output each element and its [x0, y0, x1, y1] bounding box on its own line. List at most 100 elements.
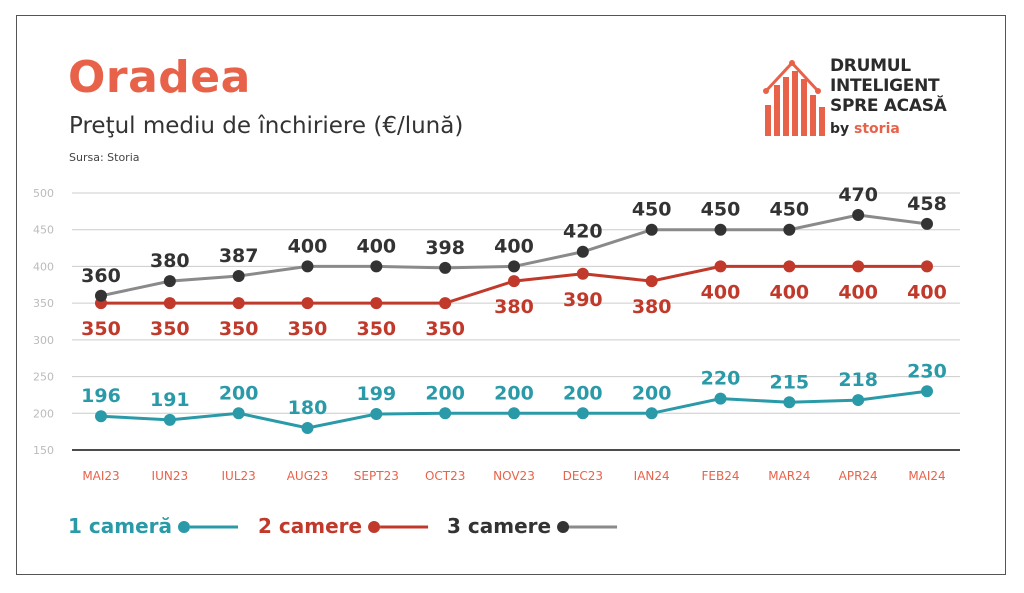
data-label-three_rooms: 360 — [81, 265, 121, 287]
data-label-two_rooms: 350 — [288, 318, 328, 340]
y-tick-label: 400 — [33, 260, 54, 273]
data-label-two_rooms: 350 — [356, 318, 396, 340]
data-point-three_rooms — [163, 275, 176, 288]
data-label-one_room: 196 — [81, 385, 121, 407]
data-label-two_rooms: 350 — [81, 318, 121, 340]
data-label-two_rooms: 380 — [632, 296, 672, 318]
x-tick-label: IUL23 — [222, 469, 256, 483]
data-point-three_rooms — [439, 261, 452, 274]
data-point-three_rooms — [301, 260, 314, 273]
data-label-one_room: 200 — [494, 382, 534, 404]
data-label-three_rooms: 450 — [769, 199, 809, 221]
data-point-three_rooms — [645, 223, 658, 236]
data-label-three_rooms: 400 — [288, 235, 328, 257]
data-label-three_rooms: 420 — [563, 221, 603, 243]
data-point-one_room — [645, 407, 658, 420]
data-label-two_rooms: 380 — [494, 296, 534, 318]
data-point-one_room — [301, 421, 314, 434]
data-point-two_rooms — [508, 275, 520, 288]
x-tick-label: IAN24 — [634, 469, 670, 483]
data-label-three_rooms: 398 — [425, 237, 465, 259]
data-label-three_rooms: 450 — [632, 199, 672, 221]
data-point-one_room — [163, 413, 176, 426]
logo-text: DRUMUL INTELIGENT SPRE ACASĂ — [830, 56, 947, 116]
data-point-three_rooms — [921, 217, 933, 230]
x-tick-label: OCT23 — [425, 469, 465, 483]
chart-frame — [16, 15, 1006, 575]
y-tick-label: 150 — [33, 444, 54, 457]
data-point-one_room — [95, 410, 107, 423]
data-point-three_rooms — [232, 269, 245, 282]
y-tick-label: 300 — [33, 334, 54, 347]
data-point-three_rooms — [576, 245, 589, 258]
page-title: Oradea — [68, 52, 251, 103]
x-tick-label: FEB24 — [702, 469, 740, 483]
data-point-two_rooms — [301, 297, 314, 310]
data-label-one_room: 191 — [150, 389, 190, 411]
data-point-two_rooms — [370, 297, 383, 310]
data-label-one_room: 215 — [769, 371, 809, 393]
data-label-two_rooms: 350 — [425, 318, 465, 340]
data-point-two_rooms — [439, 297, 452, 310]
data-label-two_rooms: 400 — [838, 281, 878, 303]
y-tick-label: 350 — [33, 297, 54, 310]
data-point-two_rooms — [921, 260, 933, 273]
data-point-one_room — [783, 396, 796, 409]
data-point-three_rooms — [783, 223, 796, 236]
x-tick-label: SEPT23 — [354, 469, 399, 483]
data-point-two_rooms — [576, 267, 589, 280]
y-tick-label: 200 — [33, 407, 54, 420]
x-tick-label: DEC23 — [563, 469, 603, 483]
legend-label-one_room: 1 cameră — [68, 514, 172, 538]
data-label-one_room: 200 — [219, 382, 259, 404]
data-point-one_room — [921, 385, 933, 398]
data-label-one_room: 180 — [288, 397, 328, 419]
legend-marker-one_room — [178, 521, 190, 533]
data-label-three_rooms: 458 — [907, 193, 947, 215]
data-point-three_rooms — [852, 209, 865, 222]
x-tick-label: MAI24 — [908, 469, 945, 483]
data-point-one_room — [852, 394, 865, 407]
data-point-two_rooms — [232, 297, 245, 310]
logo-byline: by storia — [830, 121, 900, 137]
data-point-three_rooms — [714, 223, 727, 236]
x-tick-label: NOV23 — [493, 469, 535, 483]
data-label-two_rooms: 390 — [563, 289, 603, 311]
legend-marker-three_rooms — [557, 521, 570, 533]
data-label-three_rooms: 400 — [494, 235, 534, 257]
data-point-two_rooms — [645, 275, 658, 288]
data-label-three_rooms: 450 — [701, 199, 741, 221]
data-label-three_rooms: 470 — [838, 184, 878, 206]
data-point-one_room — [714, 392, 727, 405]
data-point-one_room — [439, 407, 452, 420]
data-point-one_room — [508, 407, 520, 420]
x-tick-label: MAI23 — [82, 469, 119, 483]
data-point-two_rooms — [852, 260, 865, 273]
data-label-three_rooms: 387 — [219, 245, 259, 267]
x-tick-label: APR24 — [839, 469, 878, 483]
data-label-one_room: 200 — [563, 382, 603, 404]
y-tick-label: 500 — [33, 187, 54, 200]
y-tick-label: 250 — [33, 371, 54, 384]
legend-marker-two_rooms — [368, 521, 381, 533]
y-tick-label: 450 — [33, 224, 54, 237]
data-point-three_rooms — [370, 260, 383, 273]
data-label-two_rooms: 400 — [907, 281, 947, 303]
house-chart-logo-icon — [763, 60, 825, 136]
data-point-one_room — [370, 408, 383, 421]
data-label-three_rooms: 400 — [356, 235, 396, 257]
data-point-one_room — [576, 407, 589, 420]
data-point-two_rooms — [714, 260, 727, 273]
data-label-two_rooms: 400 — [769, 281, 809, 303]
data-label-one_room: 230 — [907, 360, 947, 382]
data-label-three_rooms: 380 — [150, 250, 190, 272]
data-label-one_room: 218 — [838, 369, 878, 391]
data-label-one_room: 199 — [356, 383, 396, 405]
data-label-one_room: 220 — [701, 368, 741, 390]
data-label-one_room: 200 — [425, 382, 465, 404]
data-point-two_rooms — [783, 260, 796, 273]
data-label-two_rooms: 350 — [219, 318, 259, 340]
data-point-three_rooms — [95, 289, 107, 302]
x-tick-label: IUN23 — [152, 469, 189, 483]
legend-label-two_rooms: 2 camere — [258, 514, 362, 538]
